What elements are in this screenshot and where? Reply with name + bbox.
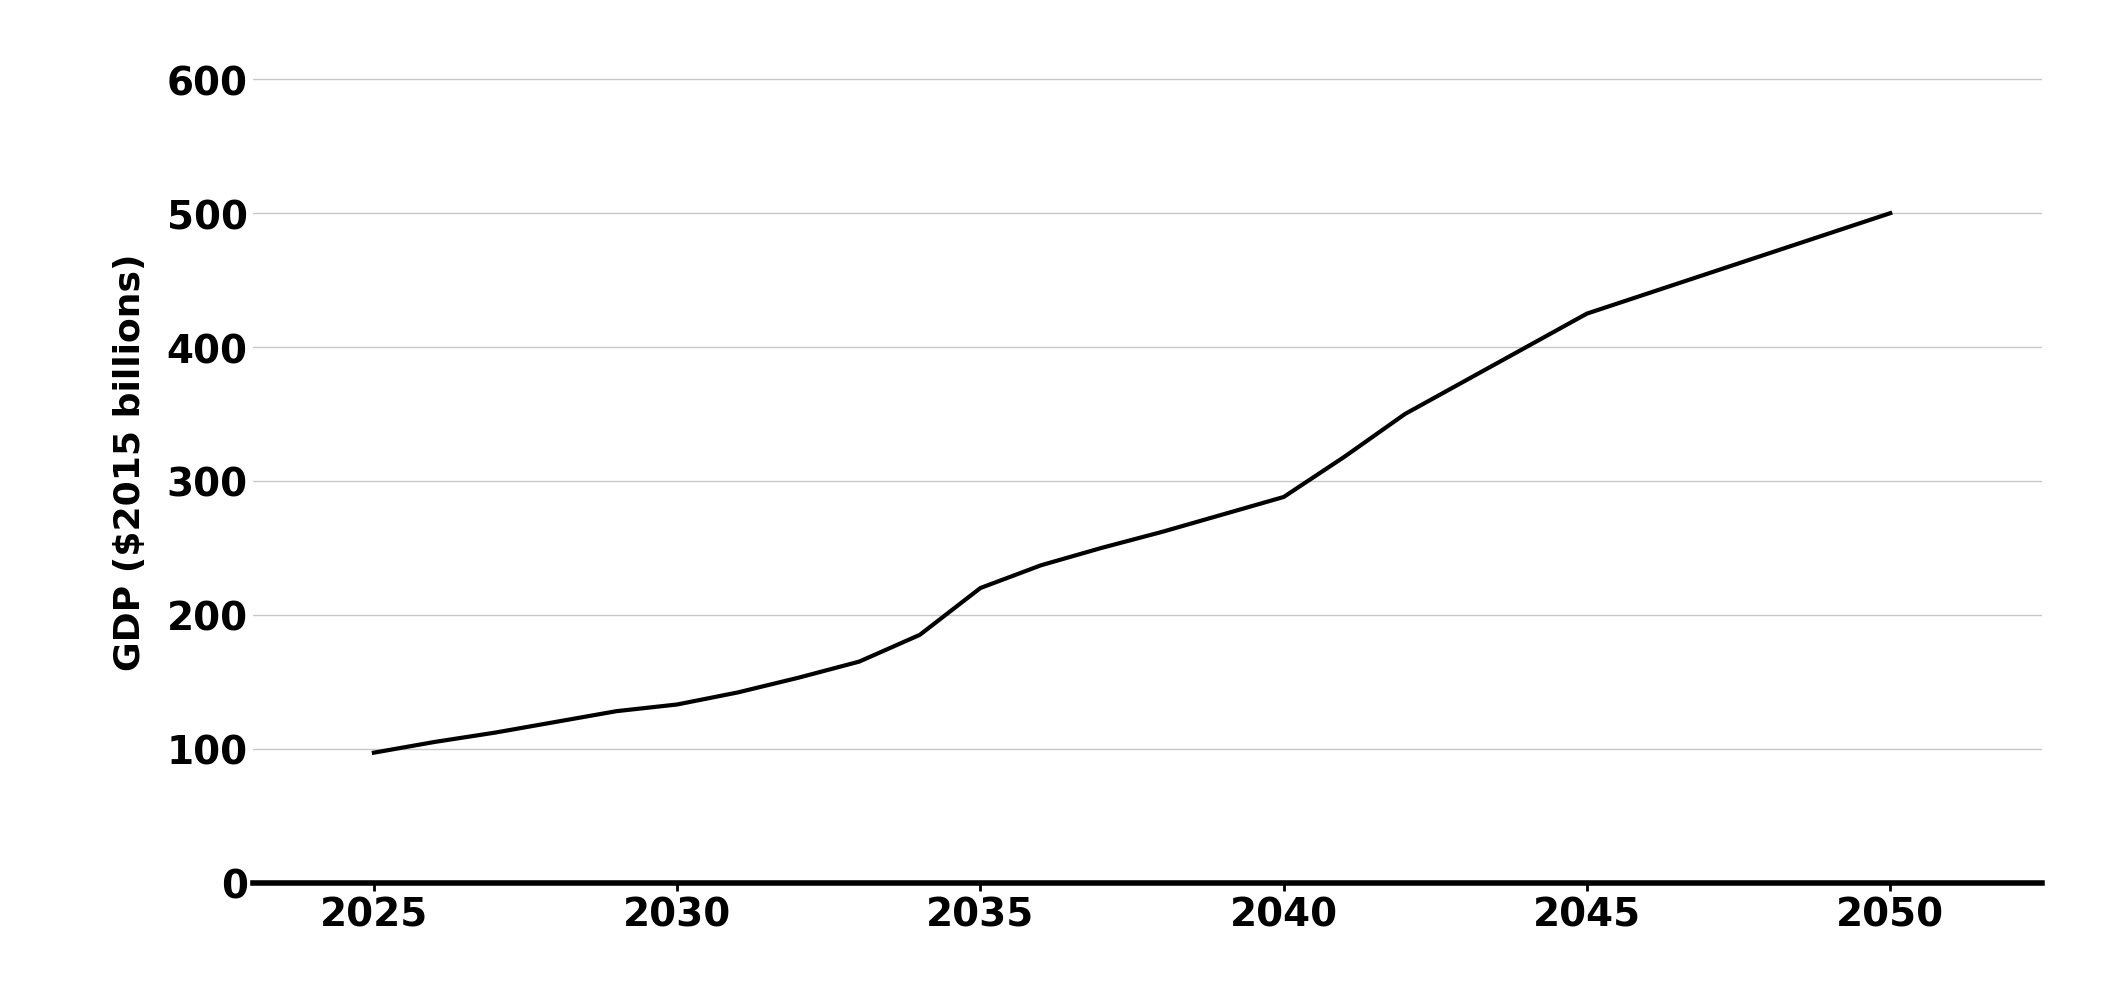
Y-axis label: GDP ($2015 billions): GDP ($2015 billions): [114, 253, 147, 670]
